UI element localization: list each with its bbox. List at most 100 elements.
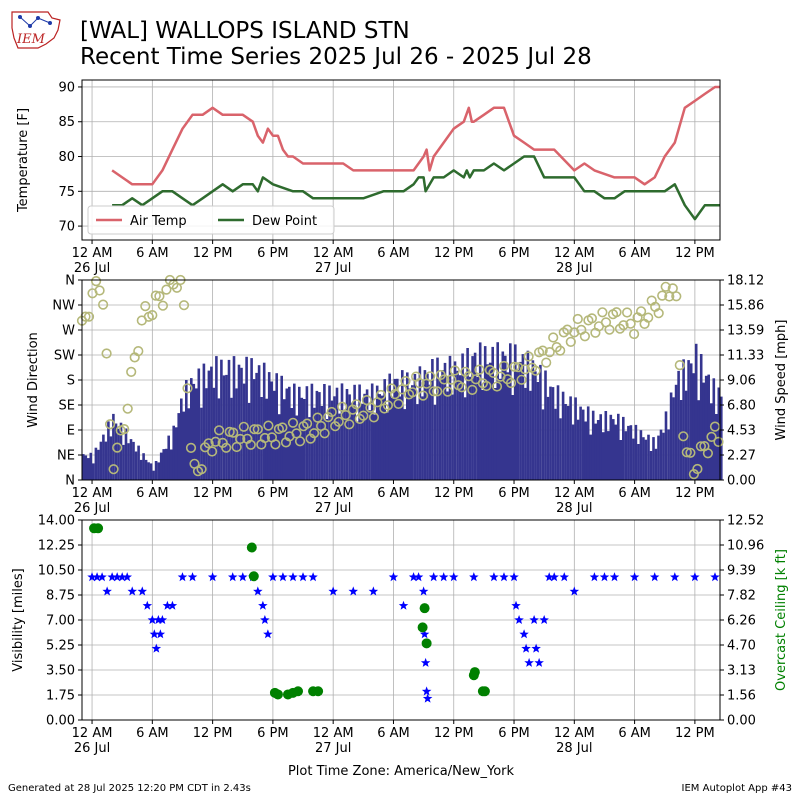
wind-direction-point	[625, 318, 636, 329]
wind-speed-bar	[360, 403, 364, 480]
wind-y2tick-label: 9.06	[727, 374, 756, 389]
vis-y2label: Overcast Ceiling [k ft]	[774, 549, 789, 691]
visibility-point	[524, 657, 534, 667]
wind-speed-bar	[458, 375, 462, 480]
vis-xtick-label: 6 PM	[257, 726, 288, 741]
visibility-point	[157, 615, 168, 624]
visibility-point	[559, 572, 569, 582]
vis-y2tick-label: 7.82	[727, 589, 756, 604]
wind-direction-point	[449, 365, 460, 376]
wind-speed-bar	[185, 380, 188, 480]
wind-direction-point	[414, 378, 425, 389]
ceiling-point	[469, 667, 480, 678]
wind-speed-bar	[456, 370, 459, 480]
temp-date-label: 26 Jul	[74, 261, 110, 276]
wind-direction-point	[90, 276, 102, 287]
wind-speed-bar	[481, 390, 484, 480]
wind-direction-point	[252, 424, 263, 435]
wind-speed-bar	[282, 399, 286, 480]
wind-direction-point	[537, 345, 548, 356]
wind-y2tick-label: 15.86	[727, 299, 764, 314]
wind-speed-bar	[451, 394, 454, 480]
wind-direction-point	[97, 299, 109, 310]
wind-direction-point	[635, 306, 647, 317]
wind-speed-bar	[712, 378, 716, 480]
wind-ylabel: Wind Direction	[26, 332, 41, 428]
wind-speed-bar	[637, 444, 640, 480]
wind-speed-bar	[491, 346, 494, 480]
wind-speed-bar	[609, 414, 613, 480]
wind-speed-bar	[207, 370, 211, 480]
wind-speed-bar	[109, 436, 113, 480]
wind-direction-point	[685, 447, 696, 458]
wind-speed-bar	[604, 411, 608, 480]
wind-speed-bar	[629, 425, 633, 480]
wind-speed-bar	[421, 396, 424, 480]
wind-speed-bar	[237, 364, 241, 480]
visibility-point	[207, 572, 218, 582]
wind-speed-bar	[122, 444, 125, 480]
visibility-point	[92, 572, 102, 582]
wind-direction-point	[302, 418, 313, 429]
wind-speed-bar	[295, 415, 299, 480]
visibility-point	[288, 572, 298, 582]
ceiling-point	[417, 622, 428, 633]
wind-speed-bar	[230, 397, 233, 480]
temp-xtick-label: 12 AM	[554, 246, 595, 261]
wind-direction-point	[319, 428, 330, 439]
wind-direction-point	[516, 374, 527, 385]
wind-direction-point	[474, 364, 485, 375]
visibility-point	[534, 657, 544, 667]
wind-speed-bar	[330, 400, 334, 480]
wind-speed-bar	[576, 419, 580, 480]
vis-ylabel: Visibility [miles]	[11, 568, 26, 671]
visibility-point	[260, 615, 270, 624]
wind-speed-bar	[561, 391, 565, 480]
wind-speed-bar	[473, 352, 477, 480]
wind-speed-bar	[669, 392, 673, 480]
visibility-point	[177, 572, 188, 582]
wind-direction-point	[203, 438, 214, 449]
iem-logo: IEM	[11, 11, 61, 49]
wind-speed-bar	[596, 420, 600, 480]
vis-ytick-label: 3.50	[46, 664, 75, 679]
visibility-point	[710, 572, 720, 582]
wind-direction-point	[337, 401, 348, 412]
wind-direction-point	[425, 371, 436, 382]
wind-speed-bar	[227, 359, 231, 480]
wind-speed-bar	[531, 360, 535, 480]
wind-speed-bar	[373, 414, 376, 480]
wind-speed-bar	[162, 449, 165, 480]
wind-speed-bar	[544, 370, 547, 480]
temp-xtick-label: 6 PM	[498, 246, 529, 261]
wind-direction-point	[491, 381, 503, 392]
wind-speed-bar	[496, 342, 499, 480]
wind-direction-point	[604, 324, 615, 335]
wind-speed-bar	[320, 406, 324, 480]
wind-speed-bar	[514, 344, 517, 480]
wind-direction-point	[309, 428, 320, 439]
wind-speed-bar	[164, 448, 168, 480]
app-footer: IEM Autoplot App #43	[681, 783, 792, 794]
wind-speed-bar	[586, 406, 590, 480]
wind-speed-bar	[466, 348, 469, 480]
wind-speed-bar	[697, 400, 700, 480]
vis-xtick-label: 12 PM	[675, 726, 715, 741]
vis-date-label: 26 Jul	[74, 741, 110, 756]
wind-direction-point	[400, 376, 411, 387]
vis-date-label: 27 Jul	[315, 741, 351, 756]
wind-ytick-label: N	[65, 274, 75, 289]
wind-speed-bar	[499, 378, 502, 480]
wind-direction-point	[428, 386, 439, 397]
wind-speed-bar	[411, 385, 414, 480]
wind-direction-point	[407, 387, 418, 398]
visibility-point	[509, 572, 519, 582]
wind-speed-bar	[672, 397, 675, 480]
wind-speed-bar	[272, 390, 276, 480]
temp-xtick-label: 6 AM	[136, 246, 169, 261]
wind-speed-bar	[657, 435, 660, 480]
wind-direction-point	[259, 432, 271, 444]
temp-xtick-label: 12 AM	[313, 246, 354, 261]
wind-speed-bar	[406, 372, 409, 480]
visibility-point	[489, 572, 499, 582]
